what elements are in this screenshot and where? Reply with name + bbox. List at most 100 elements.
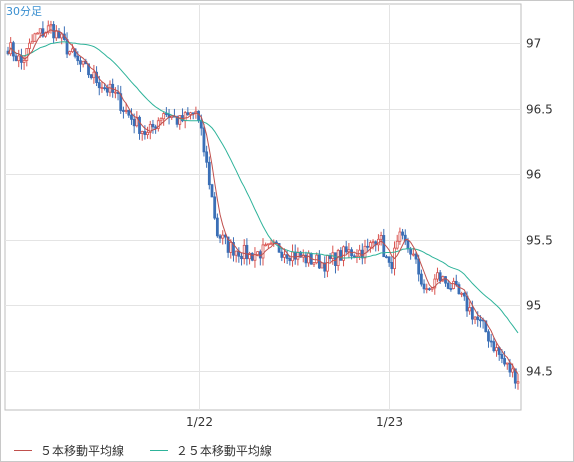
legend-label-ma5: ５本移動平均線 [40, 444, 125, 458]
candle-body [38, 28, 42, 34]
candle-body [14, 55, 18, 62]
candle-body [508, 362, 512, 373]
candle-body [205, 151, 209, 163]
legend-item-ma25: ２５本移動平均線 [149, 442, 272, 459]
moving-average-layer [7, 29, 519, 375]
y-tick-label: 94.5 [526, 365, 553, 379]
candle-body [320, 262, 324, 269]
candle-body [387, 256, 391, 263]
candle-body [49, 24, 53, 27]
candle-body [248, 252, 251, 260]
candle-body [323, 262, 327, 272]
candle-body [444, 276, 447, 284]
candle-body [312, 262, 316, 265]
candle-body [202, 127, 206, 153]
candle-body [446, 282, 450, 289]
candle-body [100, 87, 104, 90]
candle-body [304, 254, 308, 264]
y-tick-label: 96.5 [526, 103, 553, 117]
candle-body [398, 231, 402, 242]
candle-body [368, 242, 372, 248]
y-tick-label: 95 [526, 299, 541, 313]
candle-body [68, 51, 72, 55]
candle-body [352, 255, 356, 258]
candle-body [422, 283, 426, 290]
candle-body [269, 242, 273, 245]
candle-body [175, 116, 179, 125]
candle-body [425, 288, 429, 291]
candle-body [500, 354, 504, 359]
candle-body [390, 261, 394, 270]
x-tick-label: 1/23 [376, 415, 403, 429]
candle-body [130, 114, 133, 120]
candle-body [229, 242, 233, 253]
candle-body [207, 161, 211, 186]
candle-body [127, 110, 131, 116]
ma25-line [7, 41, 519, 334]
candle-body [315, 254, 319, 264]
candle-layer [6, 20, 520, 390]
candle-body [60, 33, 64, 39]
candle-body [479, 319, 482, 322]
candle-body [438, 272, 442, 282]
candle-body [516, 381, 520, 384]
plot-area [4, 3, 522, 411]
grid-layer [4, 3, 522, 411]
candle-body [30, 40, 34, 44]
candle-body [307, 252, 311, 264]
candle-body [71, 48, 74, 52]
candle-body [280, 251, 284, 258]
ma5-line [7, 29, 519, 375]
candle-body [428, 288, 431, 291]
candle-body [33, 33, 37, 42]
candle-body [97, 82, 101, 89]
x-tick-label: 1/22 [186, 415, 213, 429]
candle-body [484, 320, 488, 333]
legend-swatch-ma5 [14, 450, 32, 451]
candle-body [363, 245, 367, 259]
candle-body [242, 244, 246, 260]
candle-body [210, 184, 214, 198]
candle-body [240, 255, 243, 260]
candle-body [186, 112, 190, 115]
candle-body [234, 250, 238, 256]
candle-body [261, 244, 265, 259]
candle-body [122, 110, 125, 112]
candle-body [22, 59, 26, 63]
candle-body [411, 253, 415, 256]
y-tick-label: 97 [526, 37, 541, 51]
candle-body [11, 42, 15, 57]
candle-body [449, 288, 453, 290]
axis-layer: 97 96.5 96 95.5 95 94.5 1/22 1/23 [186, 37, 553, 430]
candle-body [65, 39, 69, 55]
candle-body [409, 248, 413, 255]
candle-body [470, 307, 474, 320]
candle-body [454, 280, 458, 286]
candle-body [385, 256, 388, 259]
candle-body [266, 243, 270, 246]
candle-body [288, 258, 292, 262]
candle-body [476, 316, 480, 321]
candle-body [191, 112, 195, 115]
candle-body [156, 120, 160, 129]
candle-body [159, 118, 163, 122]
candle-body [511, 368, 515, 373]
candle-body [215, 217, 219, 237]
candle-body [339, 250, 343, 261]
candle-body [366, 245, 370, 248]
candle-body [76, 55, 80, 62]
candle-body [433, 278, 437, 289]
candle-body [79, 60, 82, 65]
candle-body [113, 91, 117, 94]
candle-body [178, 115, 182, 125]
candle-body [452, 280, 455, 289]
candle-body [138, 116, 141, 134]
candle-body [419, 273, 423, 285]
candle-body [256, 251, 260, 255]
candle-body [132, 118, 136, 127]
candle-body [487, 331, 490, 342]
candle-body [503, 358, 506, 365]
candle-body [95, 71, 98, 83]
candle-body [162, 113, 166, 120]
